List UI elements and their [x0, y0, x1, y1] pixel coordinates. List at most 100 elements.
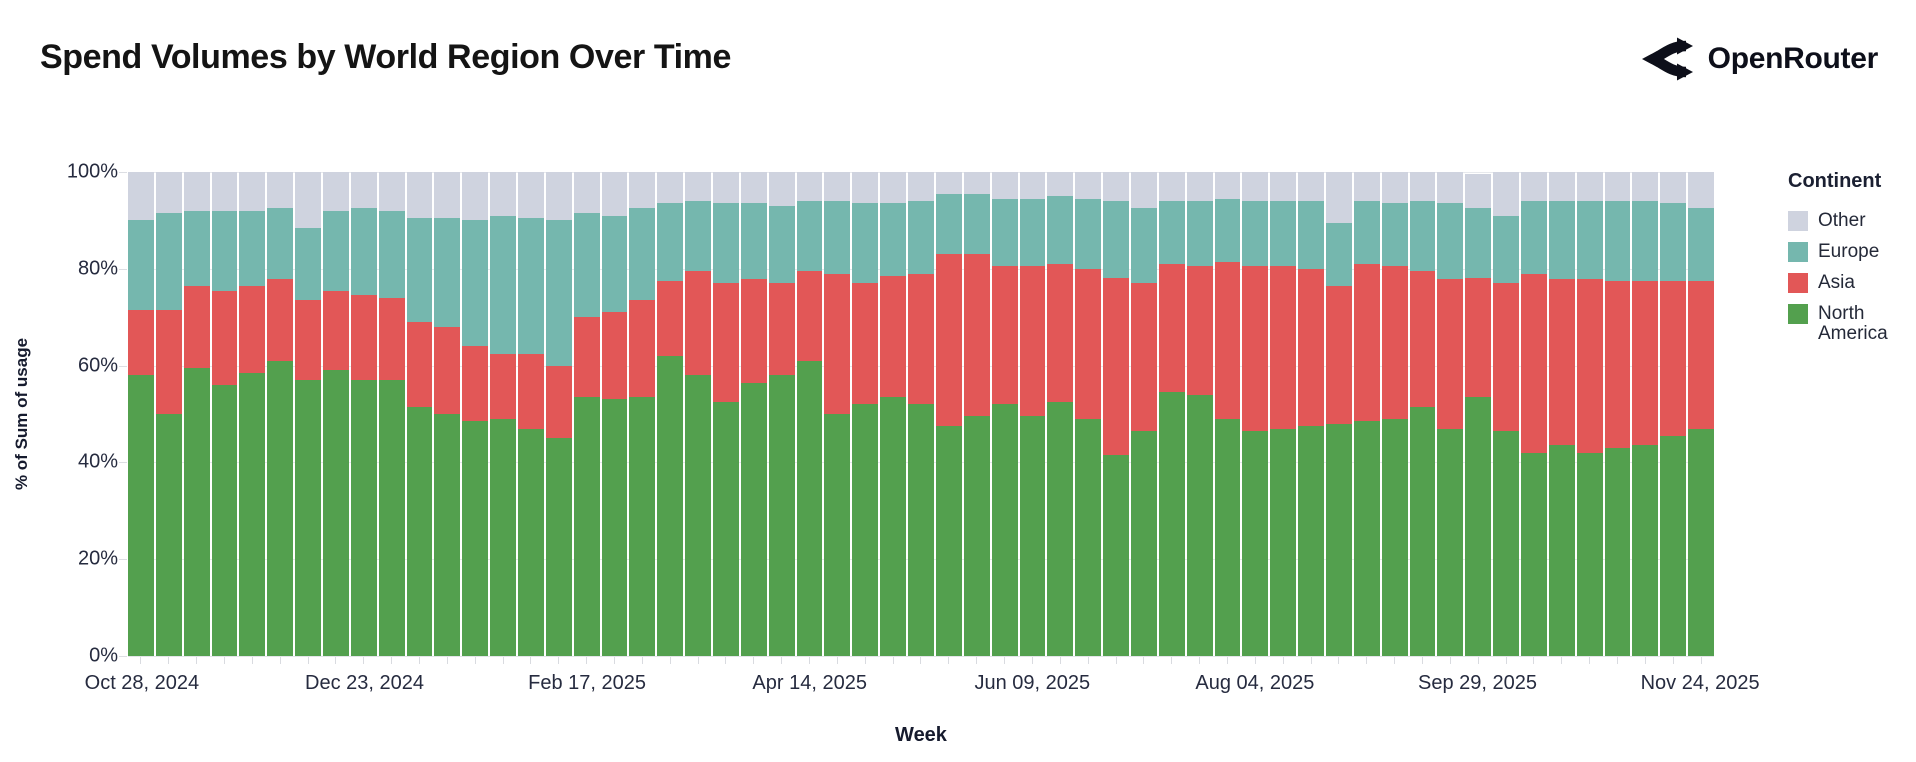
bar-segment-other[interactable] [1270, 172, 1297, 202]
bar-segment-asia[interactable] [685, 271, 712, 376]
bar-segment-europe[interactable] [1103, 201, 1129, 279]
bar-segment-asia[interactable] [545, 365, 572, 439]
bar[interactable] [1214, 172, 1241, 656]
bar-segment-asia[interactable] [1381, 266, 1408, 419]
bar-segment-asia[interactable] [1409, 271, 1436, 407]
bar-segment-north-america[interactable] [1214, 418, 1241, 656]
bar-segment-north-america[interactable] [1660, 435, 1687, 656]
bar-segment-north-america[interactable] [908, 404, 934, 656]
legend-item-europe[interactable]: Europe [1788, 242, 1908, 262]
bar[interactable] [350, 172, 377, 656]
bar-segment-other[interactable] [518, 172, 544, 218]
bar-segment-europe[interactable] [1270, 201, 1297, 267]
bar[interactable] [1298, 172, 1324, 656]
bar-segment-north-america[interactable] [629, 397, 656, 656]
bar-segment-asia[interactable] [1660, 280, 1687, 436]
bar[interactable] [657, 172, 684, 656]
bar-segment-asia[interactable] [1604, 280, 1631, 448]
bar-segment-other[interactable] [1576, 172, 1603, 202]
bar-segment-other[interactable] [350, 172, 377, 209]
bar-segment-asia[interactable] [1019, 266, 1046, 417]
bar-segment-north-america[interactable] [183, 368, 210, 656]
bar-segment-europe[interactable] [963, 193, 990, 255]
bar-segment-asia[interactable] [211, 290, 238, 385]
bar[interactable] [462, 172, 489, 656]
bar-segment-asia[interactable] [350, 295, 377, 381]
bar-segment-other[interactable] [935, 172, 962, 194]
bar-segment-asia[interactable] [267, 278, 294, 361]
bar-segment-asia[interactable] [406, 322, 433, 407]
bar-segment-europe[interactable] [1325, 222, 1352, 286]
bar-segment-other[interactable] [155, 172, 182, 214]
bar[interactable] [1047, 172, 1074, 656]
bar[interactable] [323, 172, 349, 656]
bar-segment-north-america[interactable] [601, 399, 628, 656]
bar-segment-asia[interactable] [963, 254, 990, 417]
bar-segment-other[interactable] [1130, 172, 1157, 209]
bar-segment-north-america[interactable] [768, 375, 795, 656]
bar-segment-asia[interactable] [991, 266, 1018, 405]
bar-segment-north-america[interactable] [1075, 418, 1102, 656]
bar-segment-north-america[interactable] [1130, 430, 1157, 656]
bar-segment-other[interactable] [1103, 172, 1129, 202]
bar-segment-north-america[interactable] [740, 382, 767, 656]
bar-segment-other[interactable] [852, 172, 879, 204]
bar-segment-europe[interactable] [155, 213, 182, 310]
bar[interactable] [183, 172, 210, 656]
bar[interactable] [1465, 172, 1492, 656]
bar-segment-other[interactable] [685, 172, 712, 202]
bar-segment-europe[interactable] [1409, 201, 1436, 272]
bar-segment-asia[interactable] [1214, 261, 1241, 419]
bar-segment-north-america[interactable] [1688, 428, 1714, 656]
bar-segment-other[interactable] [880, 172, 907, 204]
bar-segment-europe[interactable] [824, 201, 851, 274]
bar-segment-asia[interactable] [1688, 280, 1714, 429]
bar-segment-north-america[interactable] [350, 380, 377, 656]
bar-segment-europe[interactable] [211, 210, 238, 291]
bar-segment-europe[interactable] [239, 210, 266, 286]
bar-segment-asia[interactable] [378, 297, 405, 381]
bar-segment-europe[interactable] [1019, 198, 1046, 267]
bar-segment-europe[interactable] [323, 210, 349, 291]
bar-segment-other[interactable] [601, 172, 628, 216]
bar-segment-north-america[interactable] [462, 421, 489, 656]
bar[interactable] [1381, 172, 1408, 656]
bar-segment-other[interactable] [1019, 172, 1046, 199]
bar-segment-europe[interactable] [1158, 201, 1185, 264]
bar-segment-asia[interactable] [155, 309, 182, 414]
bar-segment-asia[interactable] [1465, 278, 1492, 398]
bar[interactable] [629, 172, 656, 656]
bar-segment-other[interactable] [629, 172, 656, 209]
bar-segment-other[interactable] [1158, 172, 1185, 202]
bar-segment-europe[interactable] [1520, 201, 1547, 274]
bar[interactable] [434, 172, 461, 656]
bar-segment-asia[interactable] [1242, 266, 1269, 431]
bar-segment-north-america[interactable] [239, 372, 266, 656]
bar-segment-asia[interactable] [1353, 263, 1380, 422]
bar-segment-other[interactable] [713, 172, 739, 204]
bar[interactable] [852, 172, 879, 656]
bar-segment-other[interactable] [908, 172, 934, 202]
bar-segment-asia[interactable] [880, 276, 907, 398]
bar-segment-europe[interactable] [935, 193, 962, 255]
bar[interactable] [824, 172, 851, 656]
bar-segment-other[interactable] [1353, 172, 1380, 202]
bar[interactable] [406, 172, 433, 656]
bar[interactable] [1604, 172, 1631, 656]
bar-segment-north-america[interactable] [1353, 421, 1380, 656]
bar[interactable] [1548, 172, 1575, 656]
bar-segment-europe[interactable] [518, 218, 544, 354]
bar-segment-europe[interactable] [1604, 201, 1631, 281]
bar-segment-asia[interactable] [796, 271, 823, 361]
bar-segment-north-america[interactable] [713, 401, 739, 656]
bar[interactable] [1325, 172, 1352, 656]
bar-segment-europe[interactable] [1576, 201, 1603, 279]
bar-segment-europe[interactable] [768, 205, 795, 284]
bar-segment-europe[interactable] [378, 210, 405, 298]
bar-segment-north-america[interactable] [490, 418, 517, 656]
bar[interactable] [991, 172, 1018, 656]
bar-segment-north-america[interactable] [1604, 447, 1631, 656]
bar[interactable] [1353, 172, 1380, 656]
bar-segment-asia[interactable] [1103, 278, 1129, 456]
bar-segment-other[interactable] [1409, 172, 1436, 202]
